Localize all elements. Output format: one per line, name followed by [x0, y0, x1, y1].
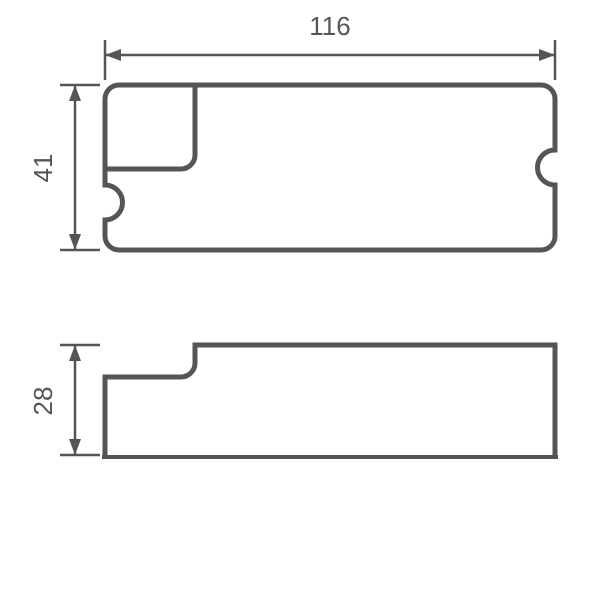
dim-width-label: 116	[309, 11, 350, 41]
dim-width-arrow-right	[539, 49, 555, 61]
dim-side-h-arrow-down	[69, 439, 81, 455]
dim-side-h-label: 28	[28, 387, 58, 416]
side-view-outline	[105, 345, 555, 455]
dim-width-arrow-left	[105, 49, 121, 61]
dim-top-h-arrow-down	[69, 234, 81, 250]
dim-top-h-arrow-up	[69, 85, 81, 101]
top-view-cover-edge	[105, 85, 195, 169]
dim-top-h-label: 41	[28, 154, 58, 183]
dim-side-h-arrow-up	[69, 345, 81, 361]
